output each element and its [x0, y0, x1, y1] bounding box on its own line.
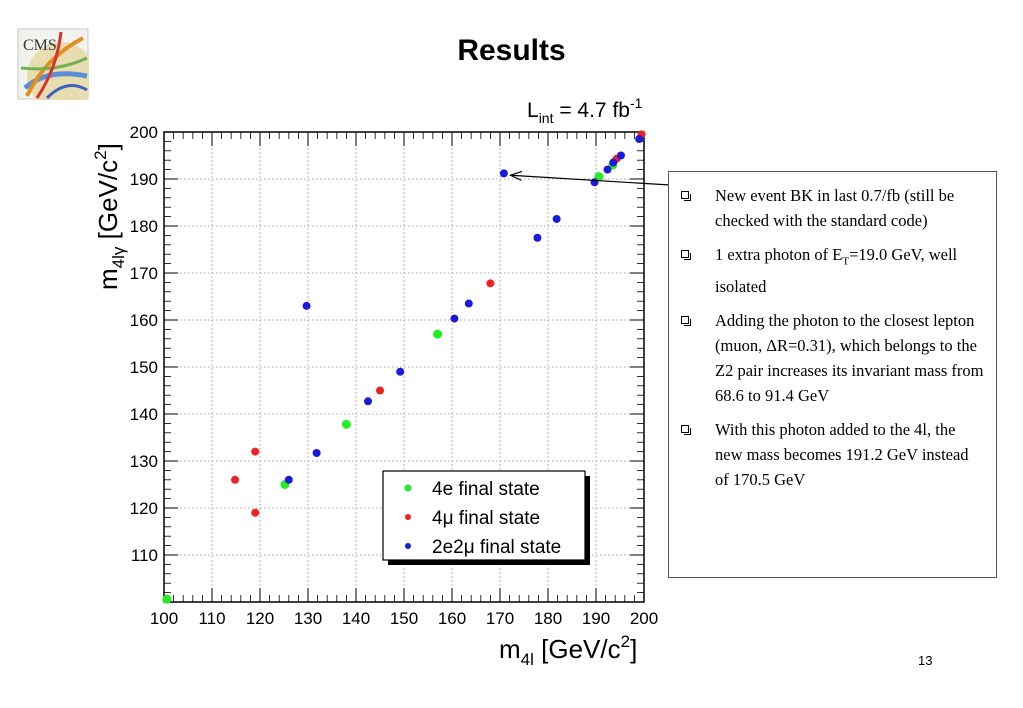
y-tick-label: 180: [130, 217, 158, 236]
data-points: [162, 130, 646, 604]
legend-marker-4e: [404, 484, 412, 492]
note-item: With this photon added to the 4l, the ne…: [679, 417, 986, 492]
y-tick-label: 160: [130, 311, 158, 330]
page-number: 13: [918, 653, 933, 668]
x-tick-label: 160: [438, 609, 466, 628]
axis-ticks: [163, 131, 645, 602]
x-axis-label: m4l [GeV/c2]: [499, 632, 637, 669]
y-tick-label: 120: [130, 499, 158, 518]
legend-label: 2e2μ final state: [432, 537, 561, 558]
data-point-2e2mu: [302, 301, 311, 310]
data-point-2e2mu: [609, 158, 618, 167]
data-point-4mu: [251, 447, 260, 456]
legend-marker-2e2mu: [405, 543, 411, 549]
legend-marker-4mu: [405, 514, 411, 520]
checkbox-bullet-icon: [681, 191, 691, 201]
x-tick-label: 190: [582, 609, 610, 628]
cms-logo: CMS: [17, 28, 89, 100]
data-point-2e2mu: [590, 178, 599, 187]
data-point-4e: [433, 329, 443, 339]
x-tick-label: 150: [390, 609, 418, 628]
x-tick-label: 120: [246, 609, 274, 628]
y-tick-label: 200: [130, 123, 158, 142]
x-tick-label: 140: [342, 609, 370, 628]
notes-list: New event BK in last 0.7/fb (still be ch…: [679, 183, 986, 492]
x-tick-label: 100: [150, 609, 178, 628]
data-point-2e2mu: [450, 314, 459, 323]
y-tick-label: 150: [130, 358, 158, 377]
data-point-2e2mu: [533, 233, 542, 242]
data-point-2e2mu: [364, 397, 372, 406]
checkbox-bullet-icon: [681, 425, 691, 436]
note-item: Adding the photon to the closest lepton …: [679, 308, 986, 408]
slide-title: Results: [457, 34, 566, 67]
data-point-2e2mu: [552, 214, 561, 223]
x-tick-label: 200: [630, 609, 658, 628]
scatter-plot: 100 110 120 130 140 150 160 170 180 190 200 110 120 1…: [91, 95, 668, 669]
notes-box: New event BK in last 0.7/fb (still be ch…: [668, 171, 997, 578]
data-point-4mu: [486, 279, 495, 288]
data-point-2e2mu: [616, 151, 625, 160]
data-point-2e2mu: [284, 475, 293, 484]
data-point-2e2mu: [396, 367, 405, 376]
data-point-4e: [162, 594, 172, 604]
y-tick-label: 110: [131, 546, 158, 565]
note-item: 1 extra photon of ET=19.0 GeV, well isol…: [679, 242, 986, 299]
data-point-4e: [341, 419, 351, 429]
x-tick-label: 170: [486, 609, 514, 628]
cms-logo-text: CMS: [23, 37, 57, 54]
data-point-2e2mu: [635, 135, 644, 144]
data-point-4mu: [376, 386, 384, 395]
checkbox-bullet-icon: [681, 250, 691, 260]
legend: 4e final state 4μ final state 2e2μ final s…: [382, 470, 590, 565]
y-tick-label: 190: [130, 170, 158, 189]
luminosity-label: Lint = 4.7 fb-1: [527, 95, 643, 126]
arrow-head: [508, 170, 523, 181]
data-point-2e2mu: [603, 165, 612, 174]
annotation-arrow: [508, 170, 668, 186]
y-tick-label: 170: [130, 264, 158, 283]
data-point-2e2mu: [464, 299, 473, 308]
arrow-line: [510, 174, 668, 186]
legend-label: 4e final state: [432, 479, 540, 500]
note-item: New event BK in last 0.7/fb (still be ch…: [679, 183, 986, 233]
y-axis-label: m4lγ [GeV/c2]: [91, 143, 128, 290]
y-tick-label: 140: [130, 405, 158, 424]
legend-box: [382, 470, 586, 561]
x-tick-label: 130: [294, 609, 322, 628]
tick-labels: 100 110 120 130 140 150 160 170 180 190 200 110 120 1…: [130, 123, 659, 628]
data-point-2e2mu: [312, 449, 321, 458]
legend-label: 4μ final state: [432, 508, 540, 529]
x-tick-label: 110: [198, 609, 225, 628]
data-point-4mu: [251, 508, 260, 517]
data-point-2e2mu: [499, 169, 508, 178]
y-tick-label: 130: [130, 452, 158, 471]
checkbox-bullet-icon: [681, 316, 691, 327]
data-point-4mu: [231, 475, 240, 484]
x-tick-label: 180: [534, 609, 562, 628]
